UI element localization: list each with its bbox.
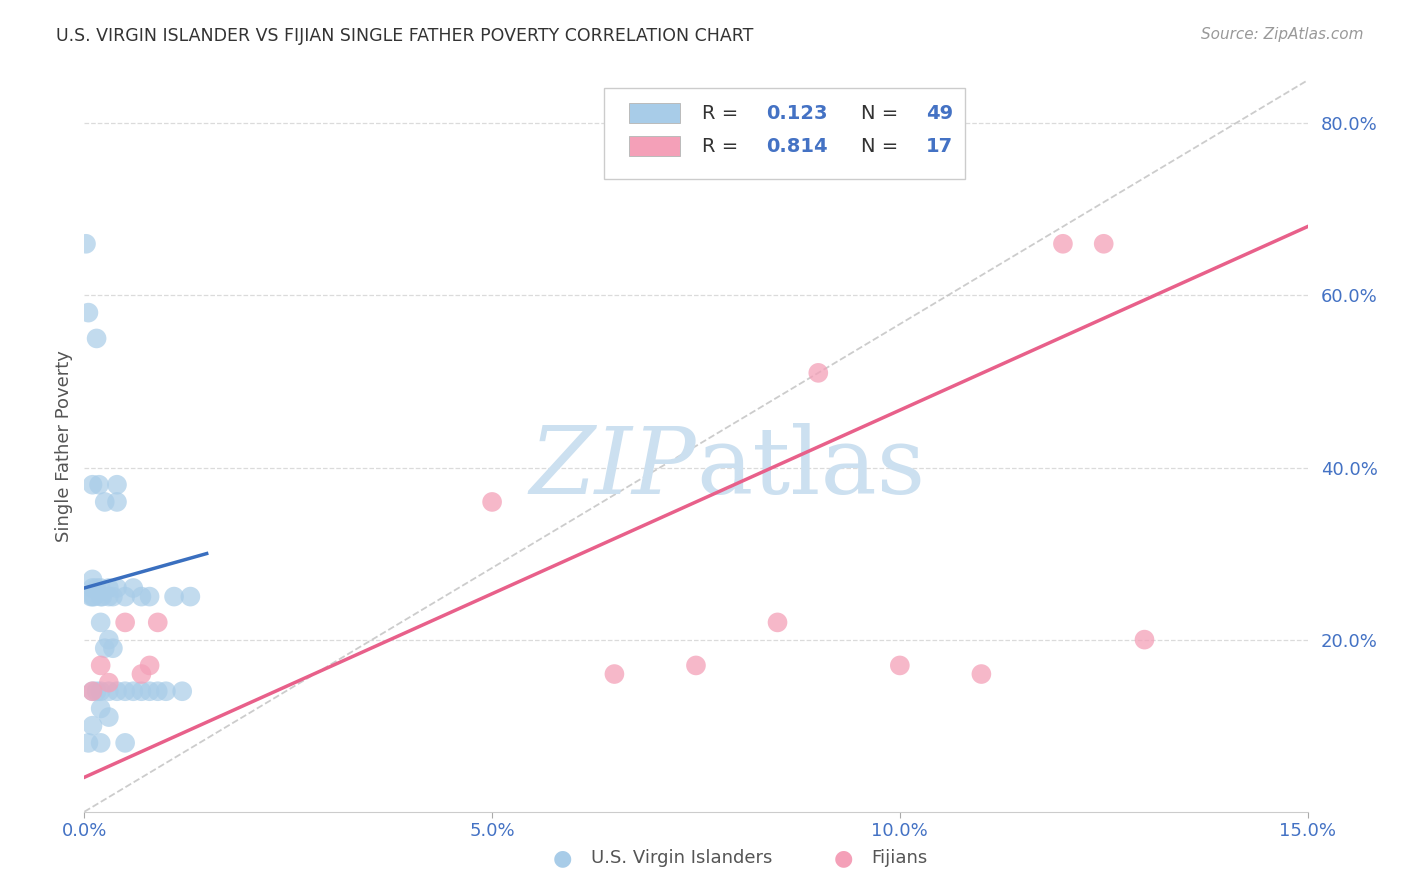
Text: ●: ● xyxy=(834,848,853,868)
Point xyxy=(97,632,120,647)
Point xyxy=(90,736,112,750)
Point xyxy=(93,495,115,509)
Point xyxy=(87,477,110,491)
Point xyxy=(685,658,707,673)
Text: ZIP: ZIP xyxy=(529,423,696,513)
Text: atlas: atlas xyxy=(696,423,925,513)
Point xyxy=(82,573,104,587)
Point xyxy=(90,590,112,604)
Point xyxy=(105,581,128,595)
Point xyxy=(138,658,160,673)
Point xyxy=(1133,632,1156,647)
Text: U.S. Virgin Islanders: U.S. Virgin Islanders xyxy=(591,849,772,867)
Point xyxy=(101,641,124,656)
Point xyxy=(807,366,830,380)
Point xyxy=(138,684,160,698)
FancyBboxPatch shape xyxy=(605,87,965,179)
Point xyxy=(889,658,911,673)
Point xyxy=(163,590,186,604)
Point xyxy=(105,477,128,491)
Point xyxy=(114,615,136,630)
Point xyxy=(122,581,145,595)
Text: 0.814: 0.814 xyxy=(766,136,827,155)
Point xyxy=(82,684,104,698)
Point xyxy=(83,590,105,604)
Point xyxy=(90,581,112,595)
Text: 49: 49 xyxy=(927,103,953,123)
Point xyxy=(75,236,97,251)
FancyBboxPatch shape xyxy=(628,136,681,156)
Point xyxy=(82,684,104,698)
Point xyxy=(172,684,194,698)
FancyBboxPatch shape xyxy=(628,103,681,123)
Point xyxy=(97,581,120,595)
Point xyxy=(131,667,153,681)
Point xyxy=(603,667,626,681)
Point xyxy=(122,684,145,698)
Point xyxy=(77,736,100,750)
Point xyxy=(114,590,136,604)
Point xyxy=(90,615,112,630)
Text: Source: ZipAtlas.com: Source: ZipAtlas.com xyxy=(1201,27,1364,42)
Point xyxy=(179,590,201,604)
Point xyxy=(101,590,124,604)
Text: 0.123: 0.123 xyxy=(766,103,827,123)
Y-axis label: Single Father Poverty: Single Father Poverty xyxy=(55,350,73,542)
Point xyxy=(1052,236,1074,251)
Point xyxy=(86,684,108,698)
Text: 17: 17 xyxy=(927,136,953,155)
Point xyxy=(105,495,128,509)
Point xyxy=(138,590,160,604)
Point xyxy=(970,667,993,681)
Point xyxy=(766,615,789,630)
Point xyxy=(90,701,112,715)
Point xyxy=(80,590,103,604)
Point xyxy=(114,736,136,750)
Point xyxy=(97,675,120,690)
Point xyxy=(114,684,136,698)
Text: ●: ● xyxy=(553,848,572,868)
Point xyxy=(155,684,177,698)
Point xyxy=(82,719,104,733)
Point xyxy=(105,684,128,698)
Point xyxy=(91,590,114,604)
Point xyxy=(481,495,503,509)
Point xyxy=(146,615,169,630)
Point xyxy=(97,684,120,698)
Point xyxy=(82,581,104,595)
Point xyxy=(86,331,108,345)
Point xyxy=(86,581,108,595)
Point xyxy=(97,590,120,604)
Text: U.S. VIRGIN ISLANDER VS FIJIAN SINGLE FATHER POVERTY CORRELATION CHART: U.S. VIRGIN ISLANDER VS FIJIAN SINGLE FA… xyxy=(56,27,754,45)
Point xyxy=(93,641,115,656)
Point xyxy=(1092,236,1115,251)
Point xyxy=(131,684,153,698)
Point xyxy=(77,305,100,319)
Text: R =: R = xyxy=(702,103,745,123)
Text: N =: N = xyxy=(860,136,904,155)
Point xyxy=(97,710,120,724)
Point xyxy=(82,590,104,604)
Point xyxy=(90,684,112,698)
Point xyxy=(131,590,153,604)
Text: N =: N = xyxy=(860,103,904,123)
Text: Fijians: Fijians xyxy=(872,849,928,867)
Text: R =: R = xyxy=(702,136,745,155)
Point xyxy=(82,477,104,491)
Point xyxy=(90,658,112,673)
Point xyxy=(146,684,169,698)
